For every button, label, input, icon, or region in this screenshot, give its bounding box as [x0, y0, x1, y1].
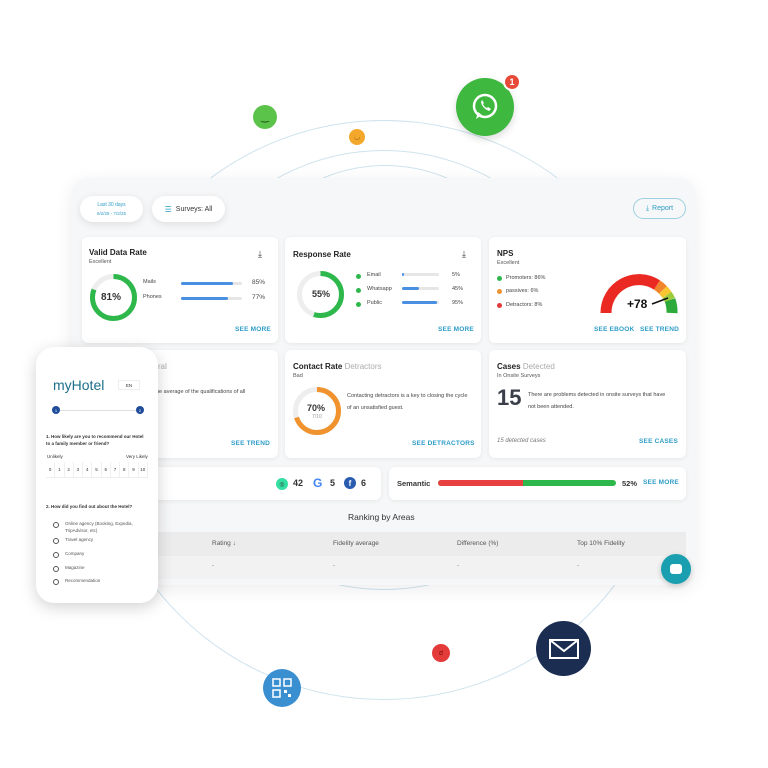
download-icon: ⤓ — [645, 204, 650, 212]
scale-option[interactable]: 6 — [102, 462, 111, 477]
semantic-bar — [438, 480, 616, 486]
column-difference[interactable]: Difference (%) — [457, 540, 499, 547]
scale-option[interactable]: 10 — [139, 462, 148, 477]
mails-bar — [181, 282, 242, 285]
nps-card — [489, 237, 686, 343]
cases-count: 15 — [497, 385, 522, 410]
column-rating[interactable]: Rating ↓ — [212, 540, 236, 547]
nps-score: +78 — [627, 297, 648, 311]
card-title: Response Rate — [293, 250, 351, 259]
notification-badge: 1 — [503, 73, 521, 91]
passives-dot — [497, 289, 502, 294]
chat-button[interactable] — [661, 554, 691, 584]
see-trend-link[interactable]: SEE TREND — [231, 440, 271, 447]
nps-gauge — [600, 274, 678, 314]
happy-emoji-icon: ◡ — [349, 129, 365, 145]
contact-rate-donut — [293, 387, 341, 435]
see-more-link[interactable]: SEE MORE — [438, 326, 474, 333]
radio-option[interactable] — [53, 522, 59, 528]
contact-rate-card — [285, 350, 481, 458]
radio-option[interactable] — [53, 579, 59, 585]
response-rate-donut — [297, 271, 344, 318]
cases-card — [489, 350, 686, 458]
surveys-filter[interactable]: ☰ Surveys: All — [152, 196, 225, 222]
column-top-fidelity[interactable]: Top 10% Fidelity — [577, 540, 625, 547]
smirk-emoji-icon: ‿ — [253, 105, 277, 129]
step-1: 1 — [52, 406, 60, 414]
phones-bar — [181, 297, 242, 300]
date-filter[interactable]: Last 30 days 6/2/25 - 7/2/25 — [80, 196, 143, 222]
qr-code-icon — [263, 669, 301, 707]
tripadvisor-icon: ◎ — [276, 478, 288, 490]
see-more-link[interactable]: SEE MORE — [643, 479, 679, 486]
angry-emoji-icon: ಠ — [432, 644, 450, 662]
channel-bar — [402, 273, 439, 276]
chat-icon — [670, 564, 682, 574]
card-title: NPS — [497, 249, 514, 258]
channel-dot — [356, 274, 361, 279]
google-icon: G — [313, 476, 323, 490]
rating-scale: 0 1 2 3 4 5 6 7 8 9 10 — [46, 462, 148, 478]
scale-option[interactable]: 3 — [74, 462, 84, 477]
see-more-link[interactable]: SEE MORE — [235, 326, 271, 333]
channel-bar — [402, 301, 439, 304]
date-range: 6/2/25 - 7/2/25 — [96, 211, 127, 216]
ranking-title: Ranking by Areas — [348, 512, 415, 522]
radio-option[interactable] — [53, 552, 59, 558]
date-label: Last 30 days — [97, 202, 126, 208]
language-select[interactable]: EN — [118, 380, 140, 390]
list-icon: ☰ — [164, 204, 172, 214]
channel-dot — [356, 302, 361, 307]
facebook-icon: f — [344, 477, 356, 489]
column-fidelity-average[interactable]: Fidelity average — [333, 540, 379, 547]
ranking-table-row — [82, 556, 686, 579]
step-2: 2 — [136, 406, 144, 414]
donut-value: 70% — [307, 403, 326, 413]
scale-option[interactable]: 5 — [92, 462, 102, 477]
see-cases-link[interactable]: SEE CASES — [639, 438, 679, 445]
see-trend-link[interactable]: SEE TREND — [640, 326, 680, 333]
ranking-table-header — [82, 532, 686, 556]
donut-value: 81% — [101, 292, 122, 303]
scale-option[interactable]: 8 — [120, 462, 130, 477]
see-ebook-link[interactable]: SEE EBOOK — [594, 326, 635, 333]
scale-option[interactable]: 4 — [83, 462, 93, 477]
report-button[interactable]: ⤓ Report — [633, 198, 686, 219]
promoters-dot — [497, 276, 502, 281]
valid-data-rate-card — [82, 237, 278, 343]
myhotel-logo: myHotel — [53, 377, 105, 393]
scale-option[interactable]: 2 — [65, 462, 74, 477]
download-icon[interactable]: ⤓ — [258, 249, 262, 259]
radio-option[interactable] — [53, 566, 59, 572]
response-rate-card — [285, 237, 481, 343]
scale-option[interactable]: 9 — [129, 462, 139, 477]
channel-dot — [356, 288, 361, 293]
valid-data-donut — [90, 274, 137, 321]
scale-option[interactable]: 1 — [55, 462, 65, 477]
scale-option[interactable]: 0 — [46, 462, 56, 477]
email-icon — [536, 621, 591, 676]
see-detractors-link[interactable]: SEE DETRACTORS — [412, 440, 475, 447]
phone-mockup: myHotel EN 1 2 1. How likely are you to … — [36, 347, 158, 603]
channel-bar — [402, 287, 439, 290]
detractors-dot — [497, 303, 502, 308]
download-icon[interactable]: ⤓ — [462, 249, 466, 259]
card-title: Valid Data Rate — [89, 248, 147, 257]
radio-option[interactable] — [53, 538, 59, 544]
donut-value: 55% — [312, 289, 331, 299]
scale-option[interactable]: 7 — [111, 462, 121, 477]
